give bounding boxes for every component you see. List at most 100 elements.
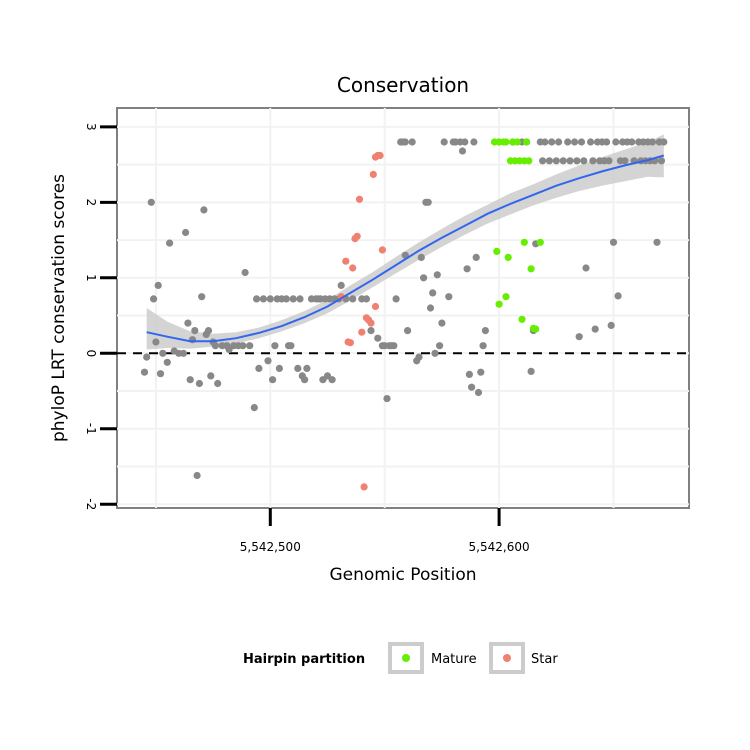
data-point-other — [468, 383, 476, 391]
data-point-other — [271, 342, 279, 350]
y-axis-title: phyloP LRT conservation scores — [49, 174, 69, 442]
data-point-other — [472, 253, 480, 261]
data-point-other — [207, 372, 215, 380]
data-point-other — [392, 295, 400, 303]
data-point-mature — [493, 247, 501, 255]
data-point-other — [545, 157, 554, 165]
y-tick-label: 2 — [84, 199, 98, 207]
data-point-other — [362, 295, 370, 303]
data-point-other — [186, 376, 194, 384]
data-point-other — [159, 349, 167, 357]
data-point-star — [378, 246, 386, 254]
data-point-mature — [536, 238, 544, 246]
data-point-other — [609, 238, 618, 246]
data-point-other — [614, 292, 622, 300]
y-tick-label: -1 — [84, 423, 98, 435]
data-point-other — [188, 336, 197, 344]
data-point-other — [648, 138, 657, 146]
data-point-star — [355, 195, 364, 203]
data-point-other — [612, 138, 620, 146]
data-point-other — [156, 370, 165, 378]
data-point-other — [564, 138, 572, 146]
data-point-star — [349, 264, 357, 272]
data-point-mature — [495, 300, 503, 308]
data-point-other — [479, 342, 487, 350]
data-point-other — [438, 319, 446, 327]
chart-title: Conservation — [337, 73, 469, 97]
data-point-other — [179, 349, 187, 357]
data-point-other — [440, 138, 448, 146]
data-point-other — [287, 342, 295, 350]
data-point-mature — [532, 325, 540, 333]
data-point-other — [571, 138, 579, 146]
data-point-mature — [520, 238, 528, 246]
legend-title: Hairpin partition — [243, 652, 365, 667]
data-point-other — [603, 138, 611, 146]
data-point-other — [253, 295, 261, 303]
data-point-other — [420, 274, 428, 282]
data-point-other — [415, 353, 423, 361]
legend-label-star: Star — [531, 652, 558, 667]
data-point-other — [143, 353, 151, 361]
data-point-other — [408, 138, 416, 146]
data-point-other — [163, 358, 171, 366]
data-point-other — [605, 157, 613, 165]
data-point-other — [250, 404, 258, 412]
confidence-ribbon-layer — [146, 134, 664, 350]
data-point-star — [367, 319, 375, 327]
data-point-other — [303, 364, 311, 372]
data-point-other — [541, 138, 549, 146]
data-point-other — [147, 198, 155, 206]
data-point-other — [259, 295, 267, 303]
data-point-star — [360, 483, 368, 491]
data-point-other — [204, 327, 213, 335]
data-point-star — [353, 232, 361, 240]
data-point-other — [266, 295, 274, 303]
data-point-other — [191, 327, 199, 335]
data-point-other — [621, 157, 629, 165]
data-point-other — [555, 138, 563, 146]
data-point-mature — [525, 157, 533, 165]
data-point-other — [607, 321, 615, 329]
smooth-trend-line — [146, 154, 665, 343]
data-point-other — [282, 295, 290, 303]
data-point-other — [433, 271, 441, 279]
data-point-other — [383, 395, 391, 403]
legend-marker-star — [503, 654, 511, 662]
data-point-other — [211, 342, 219, 350]
data-point-mature — [523, 138, 531, 146]
data-point-other — [195, 379, 203, 388]
y-tick-label: 0 — [84, 349, 98, 357]
data-point-mature — [502, 138, 510, 146]
data-point-other — [559, 157, 567, 165]
data-point-other — [140, 368, 149, 376]
data-point-other — [367, 327, 375, 335]
data-point-other — [193, 471, 201, 480]
data-point-other — [246, 342, 254, 350]
data-point-other — [589, 157, 597, 165]
axes: 5,542,500 5,542,600 -2 -1 0 1 2 3 — [84, 123, 530, 554]
data-point-other — [337, 281, 345, 289]
data-point-other — [328, 376, 336, 384]
data-point-other — [166, 239, 174, 247]
data-point-other — [657, 157, 666, 165]
data-point-other — [200, 206, 208, 214]
data-point-other — [374, 334, 382, 342]
data-point-other — [474, 388, 483, 397]
data-point-other — [198, 293, 206, 301]
data-point-other — [214, 379, 222, 388]
data-point-other — [539, 157, 547, 165]
data-point-other — [426, 304, 435, 312]
data-point-other — [527, 367, 535, 375]
legend-marker-mature — [402, 654, 410, 662]
data-point-other — [182, 228, 190, 237]
data-point-other — [401, 138, 409, 146]
data-point-other — [465, 370, 473, 378]
data-point-other — [390, 342, 398, 350]
data-point-other — [417, 253, 425, 261]
data-point-other — [296, 295, 304, 303]
data-point-mature — [504, 253, 512, 261]
data-point-other — [431, 349, 439, 357]
data-point-other — [463, 265, 471, 273]
y-tick-label: 3 — [84, 123, 98, 131]
